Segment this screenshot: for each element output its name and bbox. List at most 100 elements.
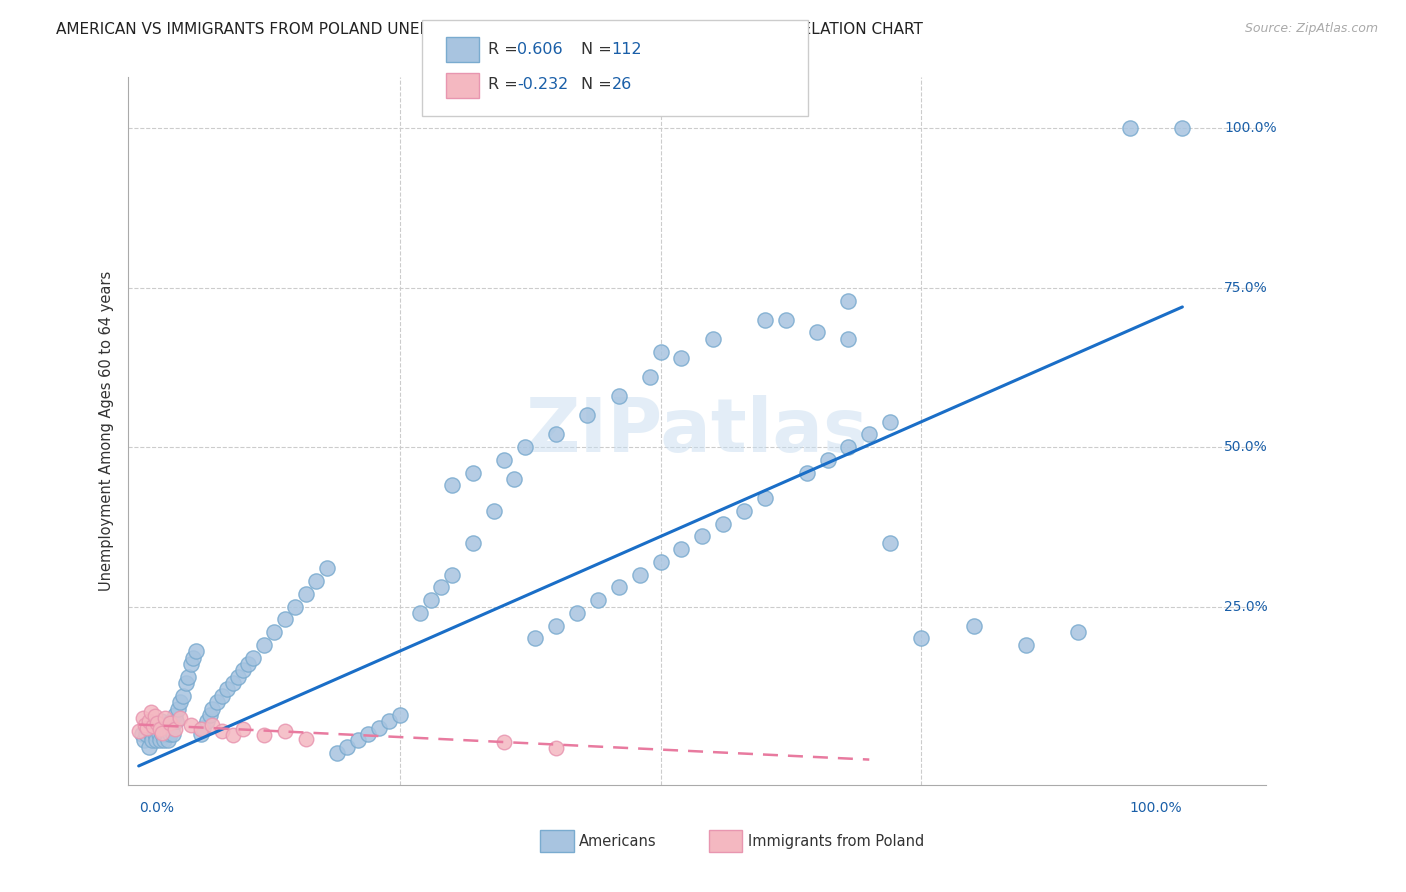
Point — [1067, 625, 1090, 640]
Point — [142, 719, 165, 733]
Point — [586, 593, 609, 607]
Point — [165, 722, 187, 736]
Point — [284, 599, 307, 614]
Point — [607, 581, 630, 595]
Point — [169, 711, 191, 725]
Point — [136, 721, 159, 735]
Point — [253, 638, 276, 652]
Point — [157, 721, 180, 735]
Point — [440, 478, 463, 492]
Point — [201, 717, 224, 731]
Point — [165, 714, 187, 729]
Point — [274, 612, 297, 626]
Point — [221, 676, 243, 690]
Point — [141, 705, 163, 719]
Point — [135, 727, 157, 741]
Point — [152, 721, 174, 735]
Point — [650, 344, 672, 359]
Point — [837, 332, 859, 346]
Point — [184, 644, 207, 658]
Point — [503, 472, 526, 486]
Point — [565, 606, 588, 620]
Point — [160, 714, 183, 729]
Text: 0.606: 0.606 — [517, 42, 562, 56]
Point — [150, 726, 173, 740]
Point — [132, 733, 155, 747]
Point — [305, 574, 328, 588]
Point — [546, 618, 568, 632]
Point — [148, 722, 170, 736]
Y-axis label: Unemployment Among Ages 60 to 64 years: Unemployment Among Ages 60 to 64 years — [100, 271, 114, 591]
Point — [294, 587, 316, 601]
Text: N =: N = — [581, 42, 617, 56]
Point — [198, 708, 221, 723]
Point — [141, 727, 163, 741]
Point — [461, 466, 484, 480]
Point — [315, 561, 337, 575]
Text: 112: 112 — [612, 42, 643, 56]
Point — [274, 723, 297, 738]
Point — [238, 657, 260, 671]
Point — [879, 415, 901, 429]
Point — [388, 708, 411, 723]
Text: 50.0%: 50.0% — [1225, 441, 1268, 454]
Point — [145, 709, 167, 723]
Point — [141, 733, 163, 747]
Point — [690, 529, 713, 543]
Point — [232, 722, 254, 736]
Point — [145, 727, 167, 741]
Point — [165, 708, 187, 723]
Point — [263, 625, 285, 640]
Text: AMERICAN VS IMMIGRANTS FROM POLAND UNEMPLOYMENT AMONG AGES 60 TO 64 YEARS CORREL: AMERICAN VS IMMIGRANTS FROM POLAND UNEMP… — [56, 22, 924, 37]
Point — [858, 427, 880, 442]
Point — [775, 312, 797, 326]
Point — [1171, 121, 1194, 136]
Point — [671, 542, 693, 557]
Point — [638, 370, 661, 384]
Point — [180, 717, 202, 731]
Point — [211, 689, 233, 703]
Point — [650, 555, 672, 569]
Point — [190, 727, 212, 741]
Point — [461, 536, 484, 550]
Point — [169, 695, 191, 709]
Point — [177, 670, 200, 684]
Point — [145, 733, 167, 747]
Point — [628, 567, 651, 582]
Point — [326, 746, 349, 760]
Point — [152, 733, 174, 747]
Text: 0.0%: 0.0% — [139, 801, 174, 815]
Point — [492, 453, 515, 467]
Point — [159, 715, 181, 730]
Point — [162, 727, 184, 741]
Point — [148, 727, 170, 741]
Text: N =: N = — [581, 78, 617, 92]
Point — [132, 711, 155, 725]
Point — [193, 721, 215, 735]
Point — [226, 670, 249, 684]
Point — [347, 733, 370, 747]
Point — [962, 618, 984, 632]
Point — [837, 293, 859, 308]
Point — [546, 741, 568, 756]
Point — [155, 721, 177, 735]
Point — [167, 701, 190, 715]
Point — [138, 714, 160, 729]
Text: 25.0%: 25.0% — [1225, 599, 1268, 614]
Text: Source: ZipAtlas.com: Source: ZipAtlas.com — [1244, 22, 1378, 36]
Text: R =: R = — [488, 78, 523, 92]
Point — [367, 721, 389, 735]
Text: 100.0%: 100.0% — [1225, 121, 1277, 136]
Point — [419, 593, 441, 607]
Point — [754, 312, 776, 326]
Text: R =: R = — [488, 42, 523, 56]
Text: Immigrants from Poland: Immigrants from Poland — [748, 834, 924, 848]
Point — [159, 727, 181, 741]
Point — [910, 632, 932, 646]
Point — [172, 689, 194, 703]
Point — [153, 711, 176, 725]
Point — [576, 409, 599, 423]
Point — [253, 728, 276, 742]
Point — [148, 733, 170, 747]
Point — [156, 733, 179, 747]
